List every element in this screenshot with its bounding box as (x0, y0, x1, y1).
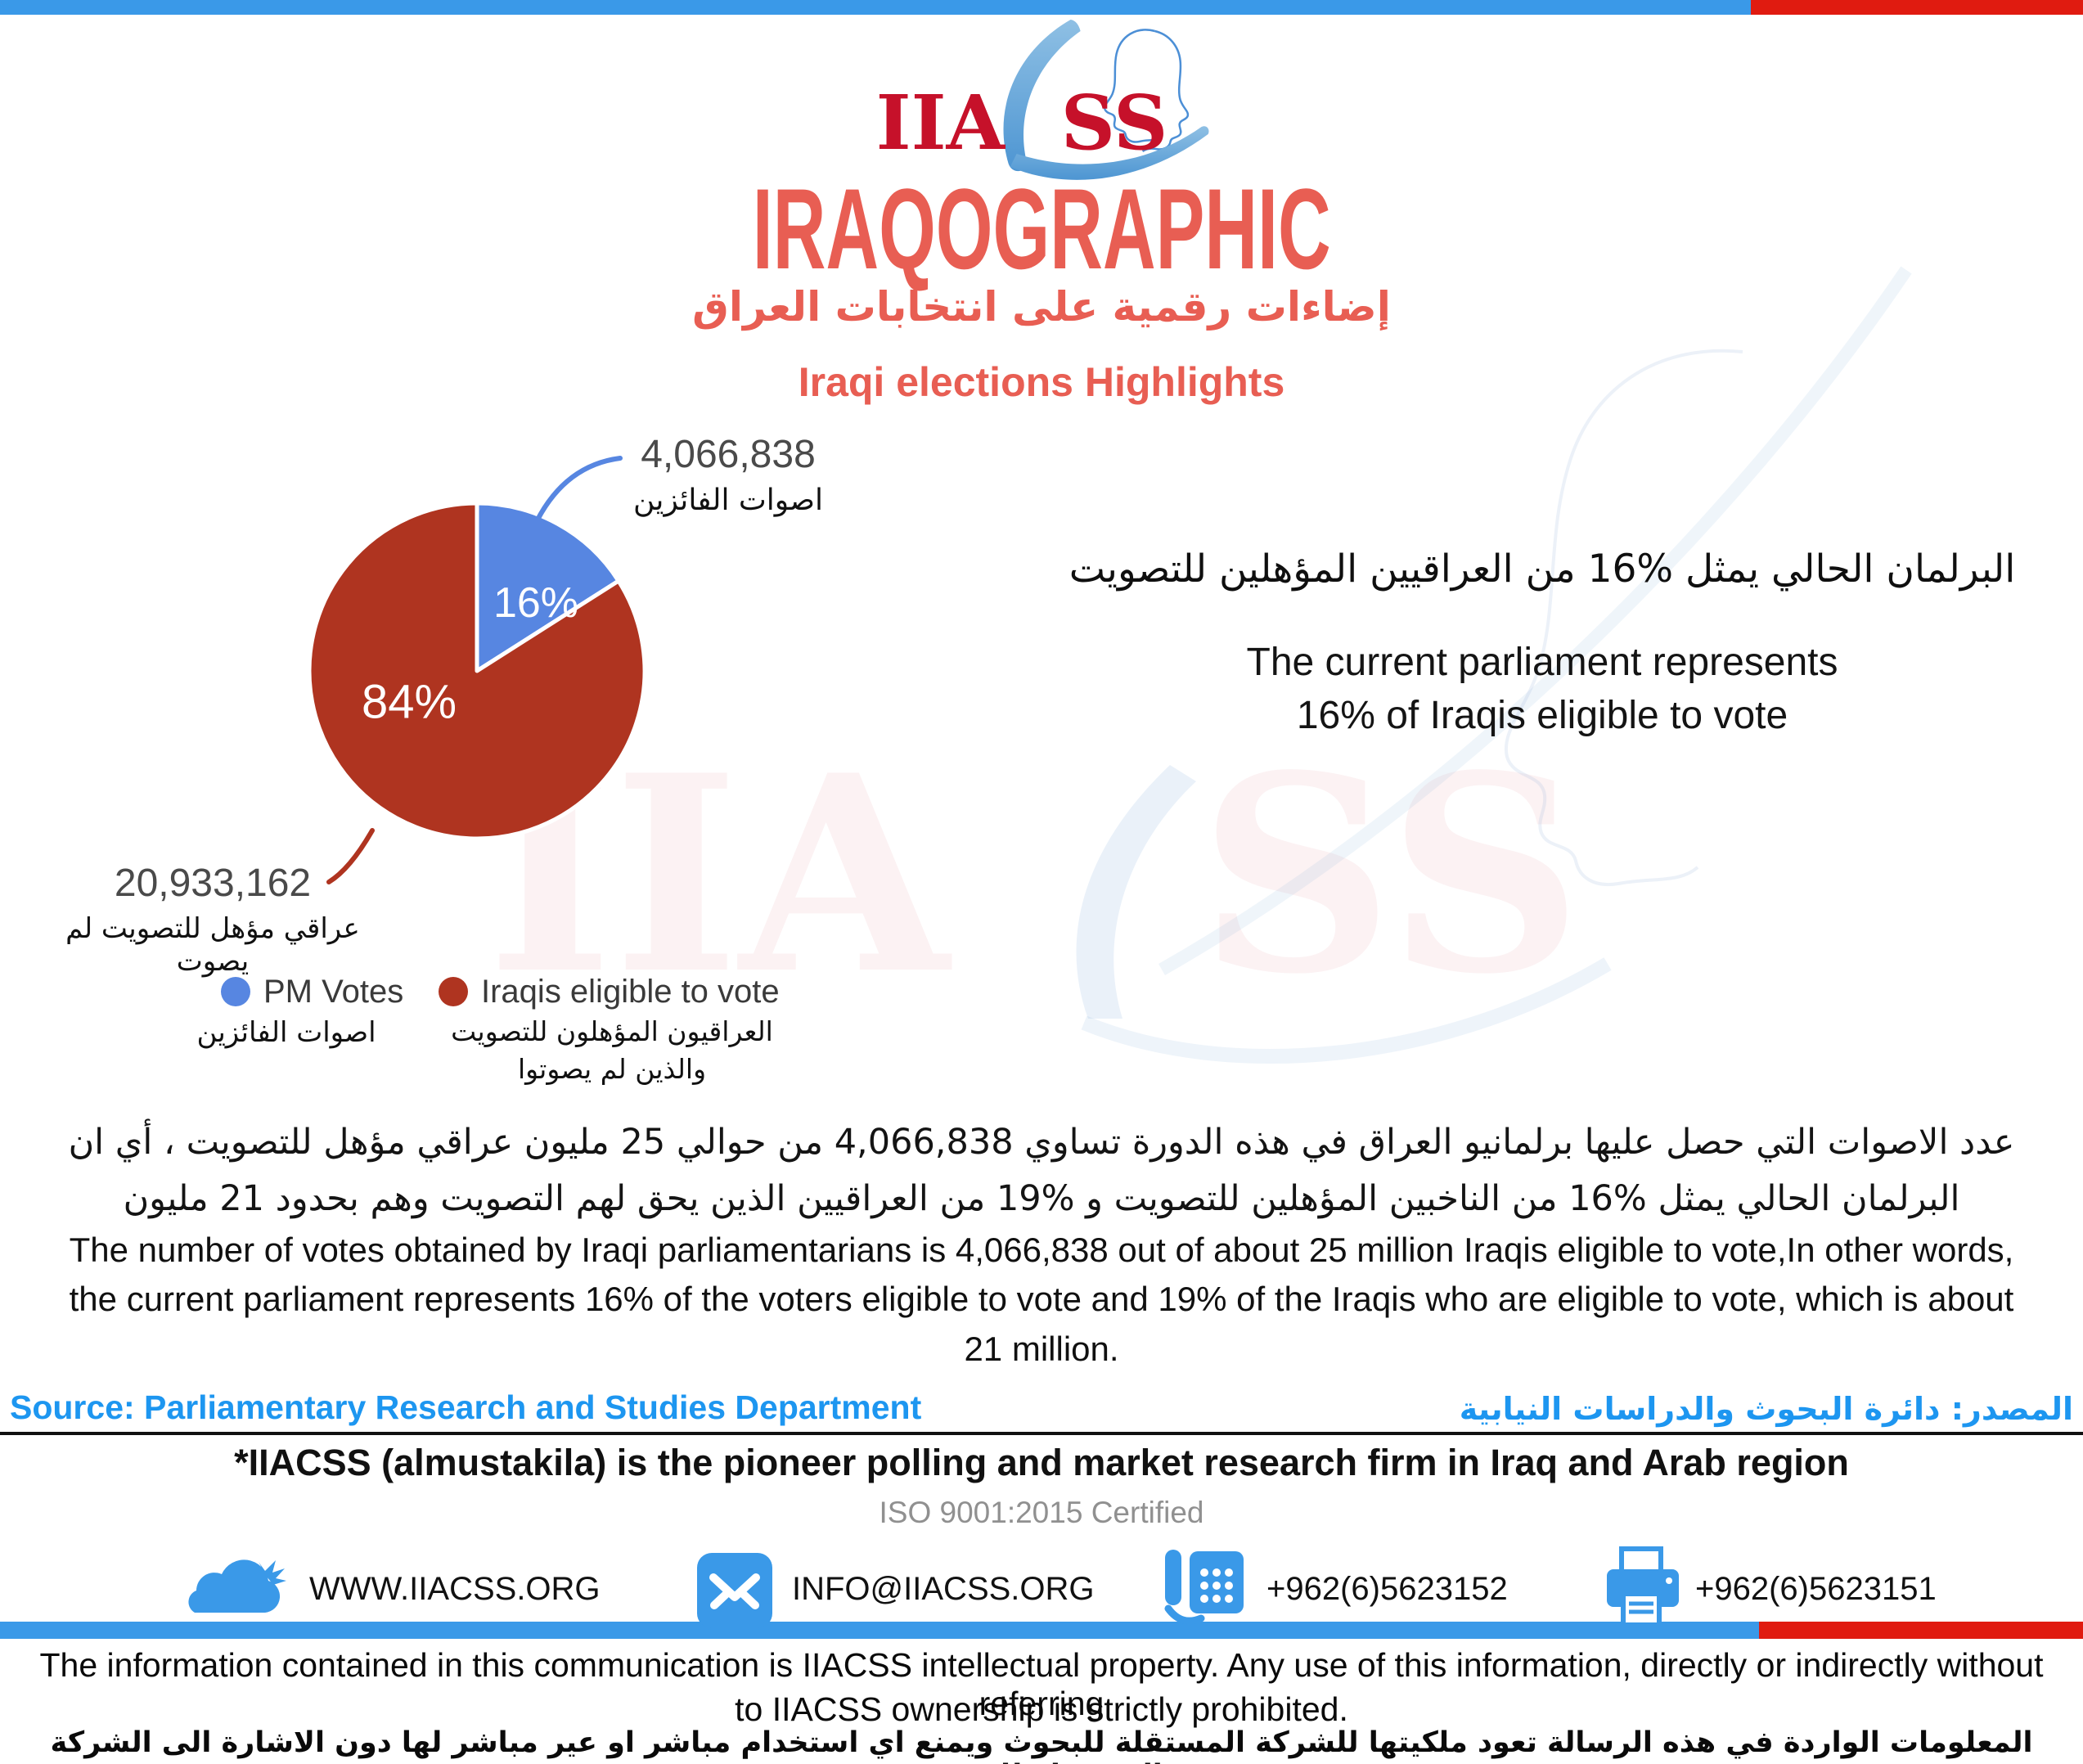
statement-english-line2: 16% of Iraqis eligible to vote (1296, 693, 1788, 737)
phone-icon (1164, 1550, 1244, 1625)
legend-dot-pm-votes (221, 977, 250, 1006)
watermark-swoosh (1076, 765, 1196, 1019)
iso-certification: ISO 9001:2015 Certified (879, 1496, 1204, 1529)
pie-label-84pct: 84% (361, 675, 457, 729)
statement-english: The current parliament represents 16% of… (1015, 637, 2070, 743)
pie-slice-pm-votes (475, 501, 621, 673)
bottom-accent-bar-red (1759, 1622, 2083, 1639)
leader-line-blue (525, 456, 623, 544)
top-accent-bar-red (1751, 0, 2083, 15)
logo-swoosh-icon (1003, 20, 1081, 172)
paragraph-arabic: عدد الاصوات التي حصل عليها برلمانيو العر… (16, 1114, 2067, 1227)
fax-icon (1607, 1546, 1679, 1627)
watermark-ss-text: SS (1199, 716, 1582, 1033)
footer-divider (0, 1432, 2083, 1435)
legend-label-pm-votes: PM Votes (263, 974, 404, 1010)
subtitle-arabic: إضاءات رقمية على انتخابات العراق (692, 283, 1391, 331)
envelope-icon (697, 1553, 772, 1628)
watermark-face-outline (1504, 349, 1743, 887)
firm-description: *IIACSS (almustakila) is the pioneer pol… (234, 1442, 1849, 1483)
legend-arabic-eligible-line1: العراقيون المؤهلون للتصويت (451, 1015, 773, 1047)
logo-ss-text: SS (1061, 79, 1168, 167)
page-title: IRAQOGRAPHIC (0, 172, 2083, 286)
statement-arabic: البرلمان الحالي يمثل %16 من العراقيين ال… (1068, 547, 2016, 592)
paragraph-arabic-line1: عدد الاصوات التي حصل عليها برلمانيو العر… (68, 1122, 2015, 1163)
paragraph-arabic-line2: البرلمان الحالي يمثل %16 من الناخبين الم… (123, 1177, 1960, 1219)
disclaimer-arabic: المعلومات الواردة في هذه الرسالة تعود مل… (50, 1726, 2033, 1764)
leader-line-red (326, 828, 375, 884)
legend-arabic-eligible-line2: والذين لم يصوتوا (517, 1053, 707, 1086)
pie-slice-eligible (307, 501, 647, 841)
iiacss-logo: IIA SS (876, 20, 1209, 180)
fax-number: +962(6)5623151 (1695, 1571, 1937, 1607)
logo-face-icon (1104, 29, 1162, 143)
phone-number: +962(6)5623152 (1266, 1571, 1508, 1607)
pie-label-16pct: 16% (493, 579, 579, 627)
bottom-accent-bar (0, 1622, 2083, 1639)
pm-votes-number: 4,066,838 (641, 433, 816, 476)
eligible-arabic-label: عراقي مؤهل للتصويت لم يصوت (65, 912, 360, 978)
logo-iia-text: IIA (876, 79, 1006, 167)
statement-english-line1: The current parliament represents (1246, 641, 1838, 684)
source-english: Source: Parliamentary Research and Studi… (10, 1388, 922, 1426)
legend-arabic-pm-votes: اصوات الفائزين (196, 1016, 376, 1049)
legend-arabic-eligible: العراقيون المؤهلون للتصويت والذين لم يصو… (432, 1013, 792, 1088)
source-arabic: المصدر: دائرة البحوث والدراسات النيابية (1459, 1391, 2073, 1427)
pm-votes-arabic-label: اصوات الفائزين (633, 484, 823, 517)
cloud-icon (188, 1559, 286, 1613)
page-title-text: IRAQOGRAPHIC (752, 164, 1331, 293)
callout-pm-votes: 4,066,838 اصوات الفائزين (589, 432, 867, 517)
top-accent-bar (0, 0, 2083, 15)
email-address[interactable]: INFO@IIACSS.ORG (792, 1571, 1095, 1607)
eligible-number: 20,933,162 (114, 862, 312, 905)
paragraph-english: The number of votes obtained by Iraqi pa… (69, 1231, 2014, 1368)
watermark-big-swoosh (1158, 266, 1912, 975)
legend-label-eligible: Iraqis eligible to vote (481, 974, 780, 1010)
disclaimer-english-line2: to IIACSS ownership is strictly prohibit… (735, 1690, 1348, 1728)
disclaimer-english-line1: The information contained in this commun… (39, 1646, 2044, 1722)
subtitle-english: Iraqi elections Highlights (798, 359, 1285, 405)
website-url[interactable]: WWW.IIACSS.ORG (309, 1571, 601, 1607)
callout-eligible: 20,933,162 عراقي مؤهل للتصويت لم يصوت (57, 861, 368, 978)
logo-swoosh-tail-icon (1010, 126, 1209, 180)
legend-dot-eligible (439, 977, 468, 1006)
watermark-swoosh-tail (1081, 957, 1612, 1064)
